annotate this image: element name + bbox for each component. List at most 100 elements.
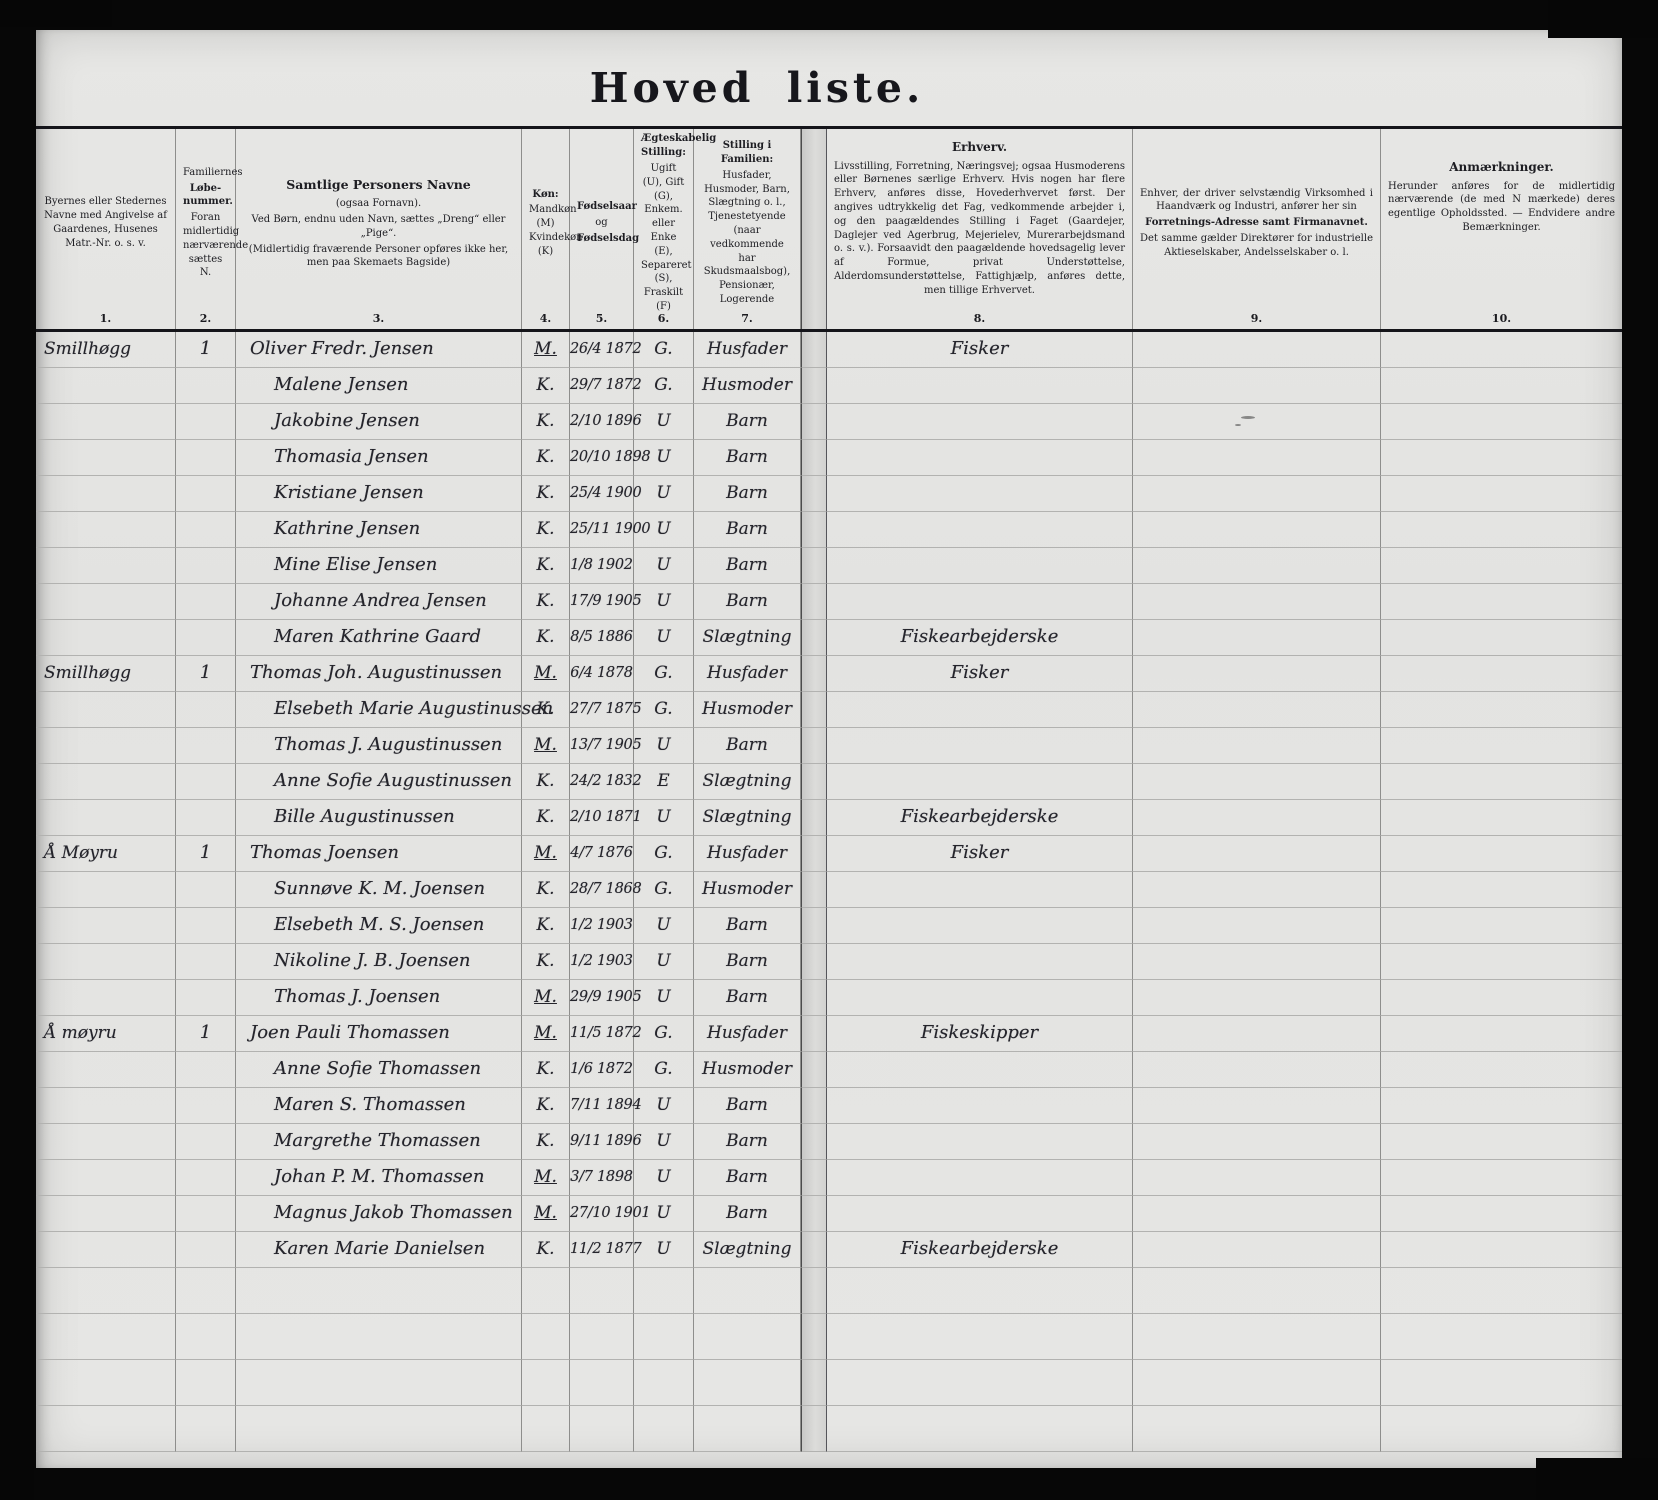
cell-family-number [176,728,236,764]
cell-place [36,944,176,980]
cell-sex: K. [522,692,570,728]
cell-person-name [236,1406,522,1452]
cell-sex: M. [522,980,570,1016]
cell-sex: M. [522,836,570,872]
column-header-title: Erhverv. [951,140,1008,154]
cell-family-number [176,1088,236,1124]
cell-birthdate: 27/7 1875 [570,692,642,728]
cell-family-position: Barn [694,980,801,1016]
cell-birthdate: 1/6 1872 [570,1052,634,1088]
cell-marital-status: U [634,1160,694,1196]
cell-remarks [1381,404,1622,440]
page-fold [801,404,827,440]
cell-family-position: Barn [694,1124,801,1160]
page-fold [801,1160,827,1196]
column-header-text: Enhver, der driver selvstændig Virksomhe… [1140,187,1373,213]
column-header-text: Livsstilling, Forretning, Næringsvej; og… [834,160,1125,296]
cell-sex: K. [522,944,570,980]
cell-remarks [1381,620,1622,656]
cell-marital-status: G. [634,1052,694,1088]
table-row: Johanne Andrea Jensen K. 17/9 1905 U Bar… [36,584,1622,620]
page-fold [801,584,827,620]
cell-business-address [1133,1406,1381,1452]
table-row [36,1268,1622,1314]
cell-remarks [1381,1124,1622,1160]
cell-person-name: Elsebeth Marie Augustinussen [236,692,553,728]
cell-place [36,908,176,944]
table-row [36,1406,1622,1452]
cell-sex: K. [522,1088,570,1124]
cell-marital-status: U [634,1232,694,1268]
table-row: Bille Augustinussen K. 2/10 1871 U Slægt… [36,800,1622,836]
census-page: Hoved liste. Byernes eller Stedernes Nav… [36,30,1622,1468]
cell-occupation [827,512,1133,548]
cell-sex [522,1360,570,1406]
column-number: 3. [372,311,385,325]
page-fold [801,908,827,944]
cell-occupation: Fisker [827,836,1133,872]
cell-business-address [1133,872,1381,908]
cell-family-position: Barn [694,908,801,944]
cell-remarks [1381,944,1622,980]
cell-marital-status: U [634,800,694,836]
column-header-occupation: Erhverv. Livsstilling, Forretning, Nærin… [827,129,1133,329]
cell-sex: K. [522,872,570,908]
cell-sex: K. [522,584,570,620]
cell-family-number [176,1160,236,1196]
cell-birthdate: 11/2 1877 [570,1232,642,1268]
cell-marital-status: U [634,404,694,440]
cell-family-number [176,764,236,800]
cell-birthdate: 2/10 1871 [570,800,642,836]
page-fold [801,944,827,980]
column-header-names: Samtlige Personers Navne (ogsaa Fornavn)… [236,129,522,329]
cell-sex: K. [522,908,570,944]
cell-sex [522,1406,570,1452]
cell-birthdate: 1/2 1903 [570,944,634,980]
table-row: Sunnøve K. M. Joensen K. 28/7 1868 G. Hu… [36,872,1622,908]
page-fold [801,1196,827,1232]
cell-person-name: Kathrine Jensen [236,512,522,548]
cell-marital-status: G. [634,332,694,368]
cell-business-address [1133,584,1381,620]
cell-occupation [827,1360,1133,1406]
cell-place [36,512,176,548]
column-header-family-number: Familiernes Løbe-nummer. Foran midlertid… [176,129,248,329]
cell-remarks [1381,1314,1622,1360]
cell-place [36,692,176,728]
cell-business-address [1133,1016,1381,1052]
cell-place [36,1052,176,1088]
cell-business-address [1133,836,1381,872]
column-header-text: Husfader, Husmoder, Barn, Slægtning o. l… [703,169,791,305]
cell-person-name: Thomas J. Joensen [236,980,522,1016]
cell-business-address [1133,656,1381,692]
cell-place [36,872,176,908]
cell-person-name: Mine Elise Jensen [236,548,522,584]
cell-remarks [1381,872,1622,908]
cell-remarks [1381,548,1622,584]
cell-remarks [1381,1160,1622,1196]
cell-birthdate: 4/7 1876 [570,836,634,872]
cell-family-number [176,1314,236,1360]
page-fold [801,1406,827,1452]
cell-family-number [176,980,236,1016]
cell-sex: M. [522,1196,570,1232]
table-row: Å møyru 1 Joen Pauli Thomassen M. 11/5 1… [36,1016,1622,1052]
cell-occupation [827,1406,1133,1452]
cell-place [36,1088,176,1124]
cell-remarks [1381,1360,1622,1406]
cell-person-name: Johan P. M. Thomassen [236,1160,522,1196]
cell-person-name: Thomas Joensen [236,836,522,872]
page-fold [801,836,827,872]
cell-marital-status [634,1406,694,1452]
cell-business-address [1133,1088,1381,1124]
cell-birthdate: 29/9 1905 [570,980,642,1016]
cell-remarks [1381,1052,1622,1088]
cell-sex: K. [522,620,570,656]
cell-occupation [827,1088,1133,1124]
page-fold [801,1052,827,1088]
page-fold [801,1016,827,1052]
column-number: 4. [539,311,552,325]
cell-marital-status [634,1360,694,1406]
table-row: Maren S. Thomassen K. 7/11 1894 U Barn [36,1088,1622,1124]
cell-family-number [176,1196,236,1232]
